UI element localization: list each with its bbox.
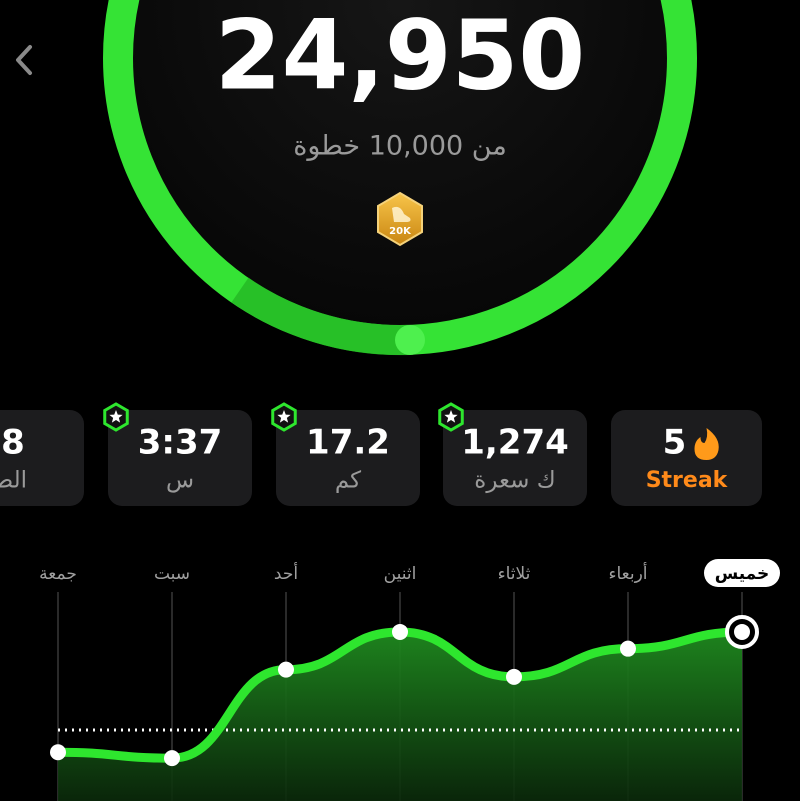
selected-day-pill (704, 559, 780, 587)
stat-card (611, 410, 762, 506)
step-count: 24,950 (215, 0, 585, 111)
stat-label: كم (335, 468, 361, 494)
stat-label: س (166, 468, 194, 494)
badge-label: 20K (389, 226, 412, 237)
stat-value: 8 (1, 423, 25, 463)
stat-card (443, 410, 587, 506)
day-label: ثلاثاء (498, 564, 531, 584)
area (58, 631, 742, 801)
day-label: أربعاء (608, 562, 647, 584)
day-label: خميس (715, 564, 770, 584)
ring-inner (132, 0, 668, 326)
point (506, 668, 522, 685)
day-label: اثنين (384, 564, 417, 584)
day-label: سبت (154, 564, 190, 584)
stat-label: Streak (646, 468, 729, 493)
point (620, 640, 636, 657)
stat-value: 17.2 (306, 423, 390, 463)
stat-value: 3:37 (138, 423, 223, 463)
day-label: أحد (274, 562, 298, 584)
selected-point-dot (734, 623, 750, 640)
stat-label: الطوا (0, 468, 27, 494)
badge: 20K (377, 191, 423, 247)
star-icon (444, 410, 458, 423)
star-icon (109, 410, 123, 423)
day-label: جمعة (39, 564, 77, 584)
point (392, 623, 408, 640)
stat-card (0, 410, 84, 506)
step-goal: من 10,000 خطوة (293, 131, 507, 162)
stat-card (108, 410, 252, 506)
stat-label: ك سعرة (474, 468, 555, 494)
point (278, 661, 294, 678)
stat-card (276, 410, 420, 506)
back-button[interactable] (16, 45, 32, 75)
flame-icon (694, 428, 719, 460)
star-icon (277, 410, 291, 423)
stat-value: 1,274 (461, 423, 569, 463)
point (50, 744, 66, 761)
ring-cap (395, 325, 425, 355)
point (164, 750, 180, 767)
ring-overlap (231, 277, 411, 356)
stat-value: 5 (663, 423, 687, 463)
